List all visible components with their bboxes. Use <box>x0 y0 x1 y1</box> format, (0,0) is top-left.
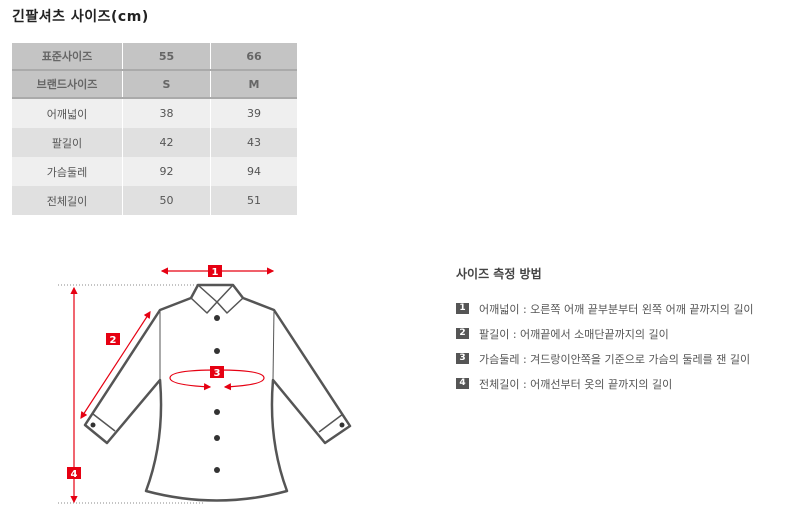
table-header-row: 브랜드사이즈 S M <box>12 70 297 99</box>
table-row: 전체길이 50 51 <box>12 186 297 215</box>
table-row: 어깨넓이 38 39 <box>12 98 297 128</box>
label-3: 3 <box>214 368 221 379</box>
label-4: 4 <box>71 469 78 480</box>
guide-item: 2 팔길이 : 어깨끝에서 소매단끝까지의 길이 <box>456 321 754 346</box>
size-table: 표준사이즈 55 66 브랜드사이즈 S M 어깨넓이 38 39 팔길이 42 43 가슴둘레… <box>12 43 297 215</box>
page-title: 긴팔셔츠 사이즈(cm) <box>12 9 149 25</box>
label-2: 2 <box>110 335 117 346</box>
buttons <box>90 315 345 473</box>
measurement-guide: 사이즈 측정 방법 1 어깨넓이 : 오른쪽 어깨 끝부분부터 왼쪽 어깨 끝까지… <box>456 265 754 396</box>
guide-item: 3 가슴둘레 : 겨드랑이안쪽을 기준으로 가슴의 둘레를 잰 길이 <box>456 346 754 371</box>
table-header-row: 표준사이즈 55 66 <box>12 43 297 71</box>
guide-lines <box>58 284 205 504</box>
guide-item: 4 전체길이 : 어깨선부터 옷의 끝까지의 길이 <box>456 371 754 396</box>
table-row: 팔길이 42 43 <box>12 128 297 157</box>
guide-item: 1 어깨넓이 : 오른쪽 어깨 끝부분부터 왼쪽 어깨 끝까지의 길이 <box>456 296 754 321</box>
label-1: 1 <box>212 267 219 278</box>
measure-arrows <box>70 267 275 504</box>
shirt-outline <box>83 283 352 502</box>
table-row: 가슴둘레 92 94 <box>12 157 297 186</box>
guide-title: 사이즈 측정 방법 <box>456 267 542 281</box>
